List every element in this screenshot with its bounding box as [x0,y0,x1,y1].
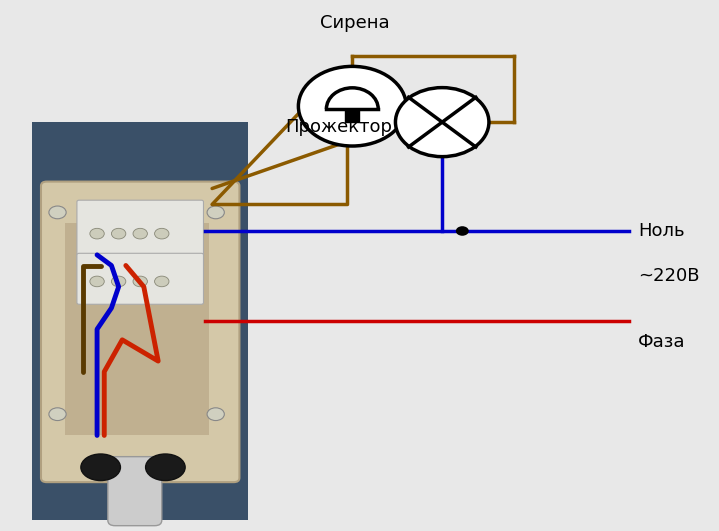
Circle shape [111,228,126,239]
FancyBboxPatch shape [77,253,203,304]
Circle shape [155,276,169,287]
Circle shape [133,276,147,287]
Circle shape [456,226,469,236]
Circle shape [90,228,104,239]
FancyBboxPatch shape [65,223,209,435]
Text: ~220В: ~220В [638,267,700,285]
FancyBboxPatch shape [345,109,360,122]
FancyBboxPatch shape [77,200,203,267]
Circle shape [395,88,489,157]
Ellipse shape [81,454,121,481]
Text: Прожектор: Прожектор [285,118,392,136]
Circle shape [111,276,126,287]
Ellipse shape [145,454,186,481]
Circle shape [49,206,66,219]
Circle shape [133,228,147,239]
Circle shape [207,206,224,219]
Circle shape [90,276,104,287]
Circle shape [155,228,169,239]
FancyBboxPatch shape [32,122,248,520]
Circle shape [49,408,66,421]
FancyBboxPatch shape [41,182,239,482]
Text: Ноль: Ноль [638,222,684,240]
Text: Сирена: Сирена [320,14,390,32]
Text: Фаза: Фаза [638,333,685,352]
Circle shape [298,66,406,146]
Circle shape [207,408,224,421]
FancyBboxPatch shape [108,457,162,526]
